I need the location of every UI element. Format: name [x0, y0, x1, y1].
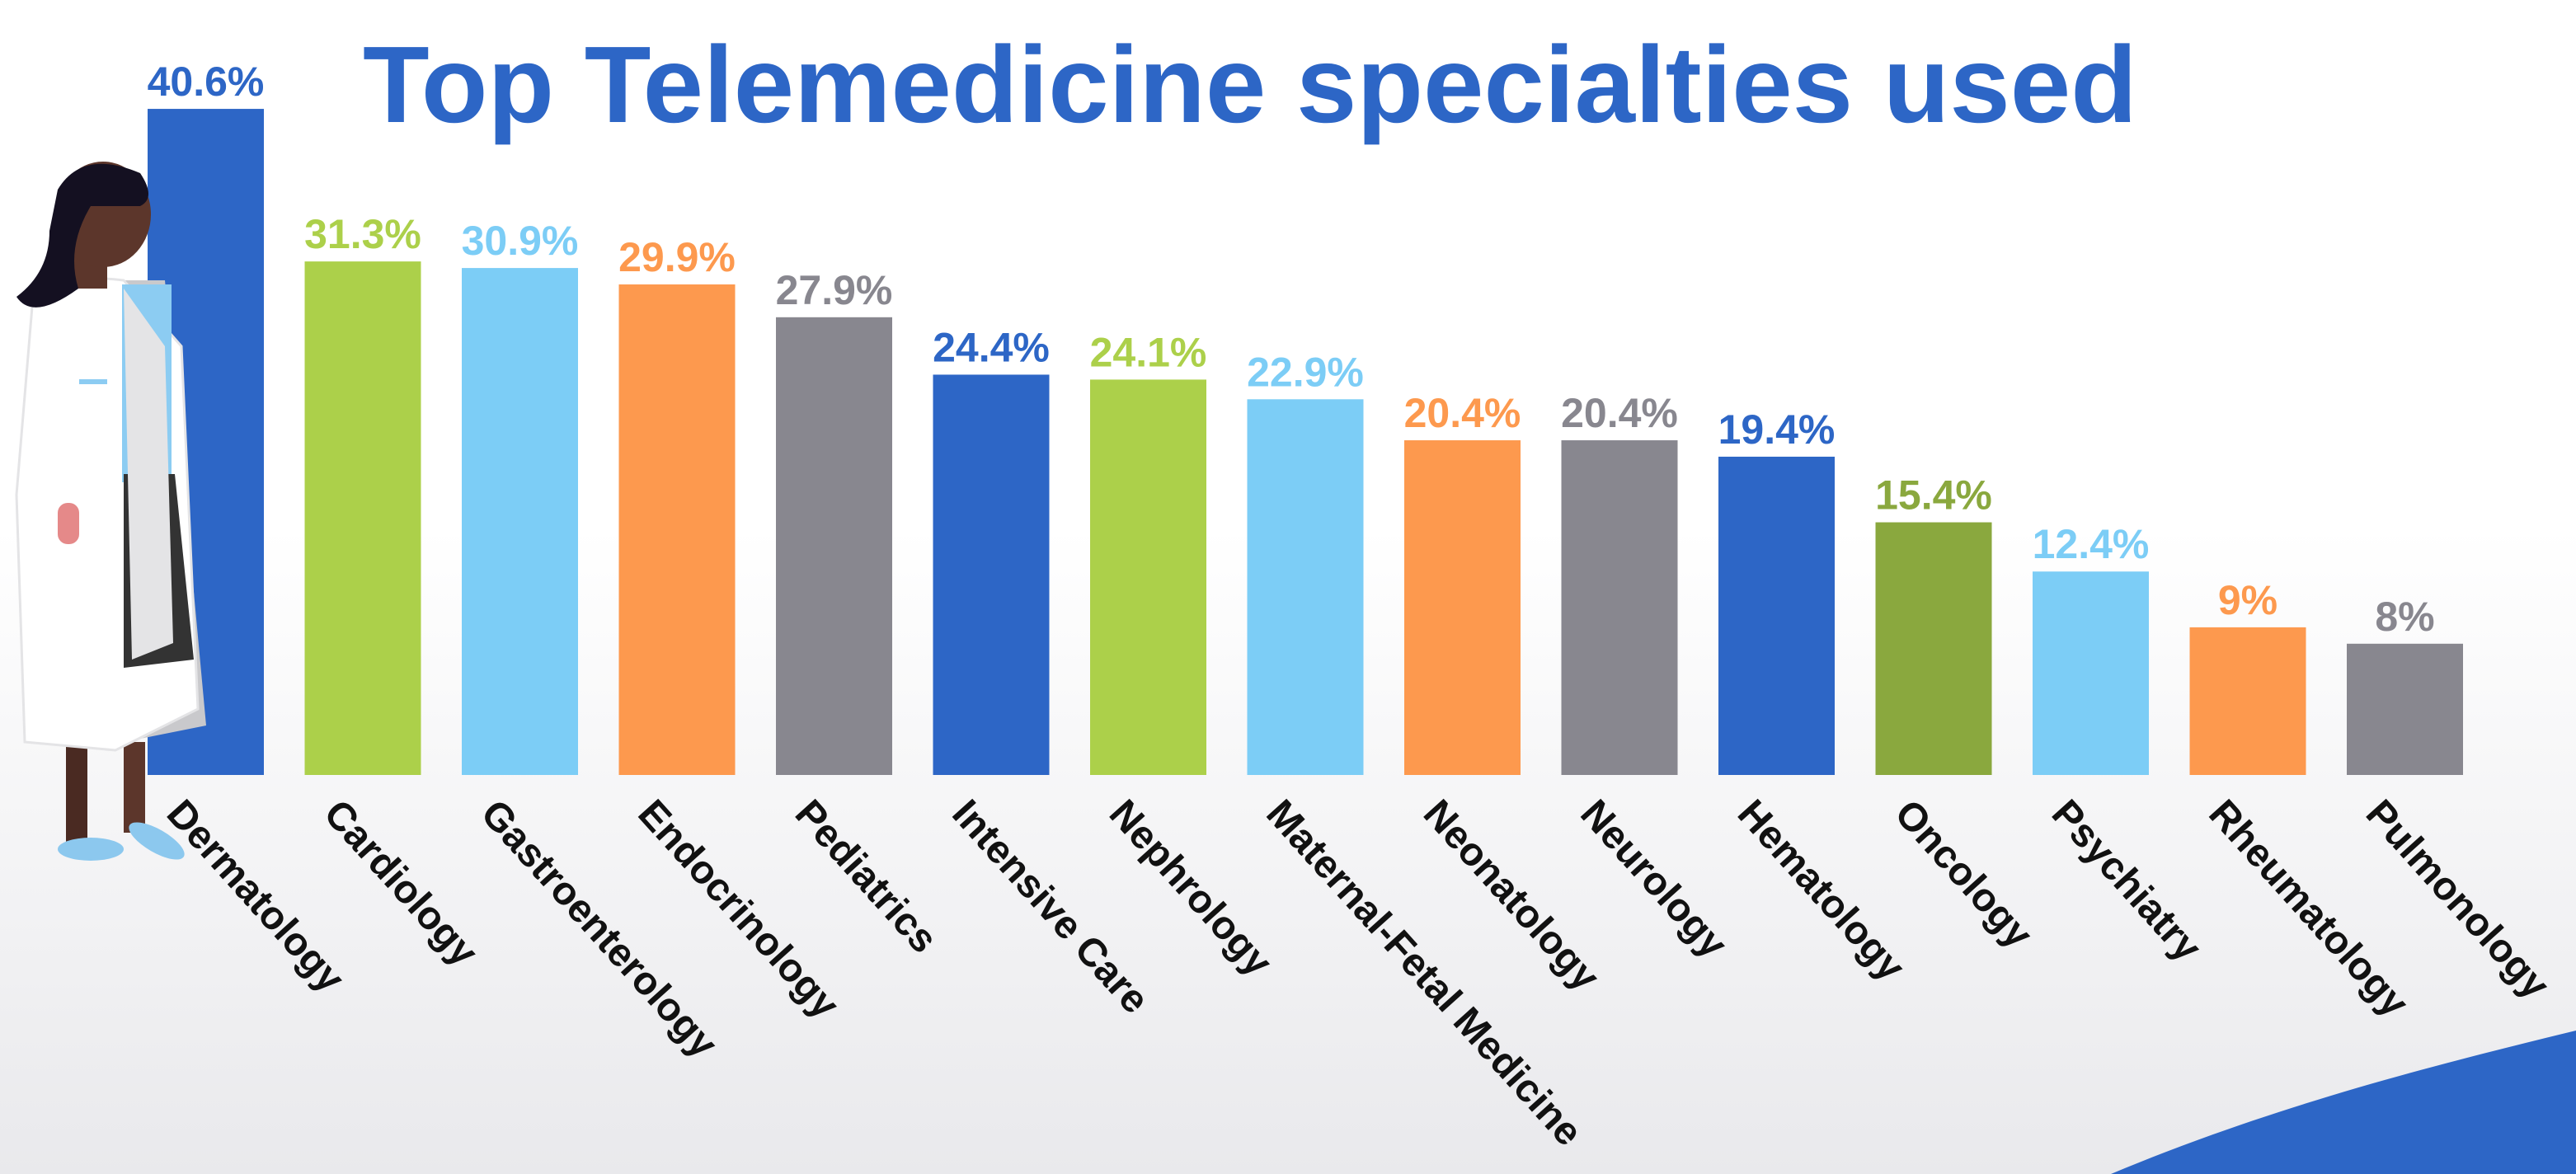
value-label: 8% — [2375, 594, 2434, 640]
value-label: 20.4% — [1561, 390, 1678, 436]
bar — [933, 374, 1050, 775]
value-label: 24.1% — [1090, 329, 1207, 375]
value-label: 40.6% — [148, 59, 265, 105]
bar — [1404, 440, 1521, 775]
value-label: 27.9% — [776, 267, 893, 313]
bar — [305, 261, 421, 775]
chart: Top Telemedicine specialties used 40.6%D… — [0, 0, 2576, 1174]
value-label: 19.4% — [1718, 406, 1836, 453]
bar — [776, 317, 892, 775]
bar — [1718, 457, 1835, 775]
value-label: 20.4% — [1404, 390, 1521, 436]
bar — [619, 284, 736, 775]
value-label: 24.4% — [933, 324, 1050, 370]
bar — [1090, 379, 1206, 775]
chart-title: Top Telemedicine specialties used — [363, 24, 2137, 145]
bar — [2033, 571, 2149, 775]
bar — [1876, 523, 1992, 775]
bar — [2347, 644, 2463, 775]
page: {"chart_data": {"type": "bar", "title": … — [0, 0, 2576, 1174]
bar — [2190, 627, 2306, 775]
value-label: 22.9% — [1247, 349, 1364, 395]
value-label: 30.9% — [462, 218, 579, 264]
value-label: 15.4% — [1875, 472, 1992, 519]
value-label: 29.9% — [618, 234, 736, 280]
bar — [462, 268, 578, 775]
value-label: 31.3% — [304, 211, 421, 257]
bar — [1248, 399, 1364, 775]
bar — [1562, 440, 1678, 775]
value-label: 12.4% — [2033, 521, 2150, 567]
value-label: 9% — [2218, 577, 2278, 623]
